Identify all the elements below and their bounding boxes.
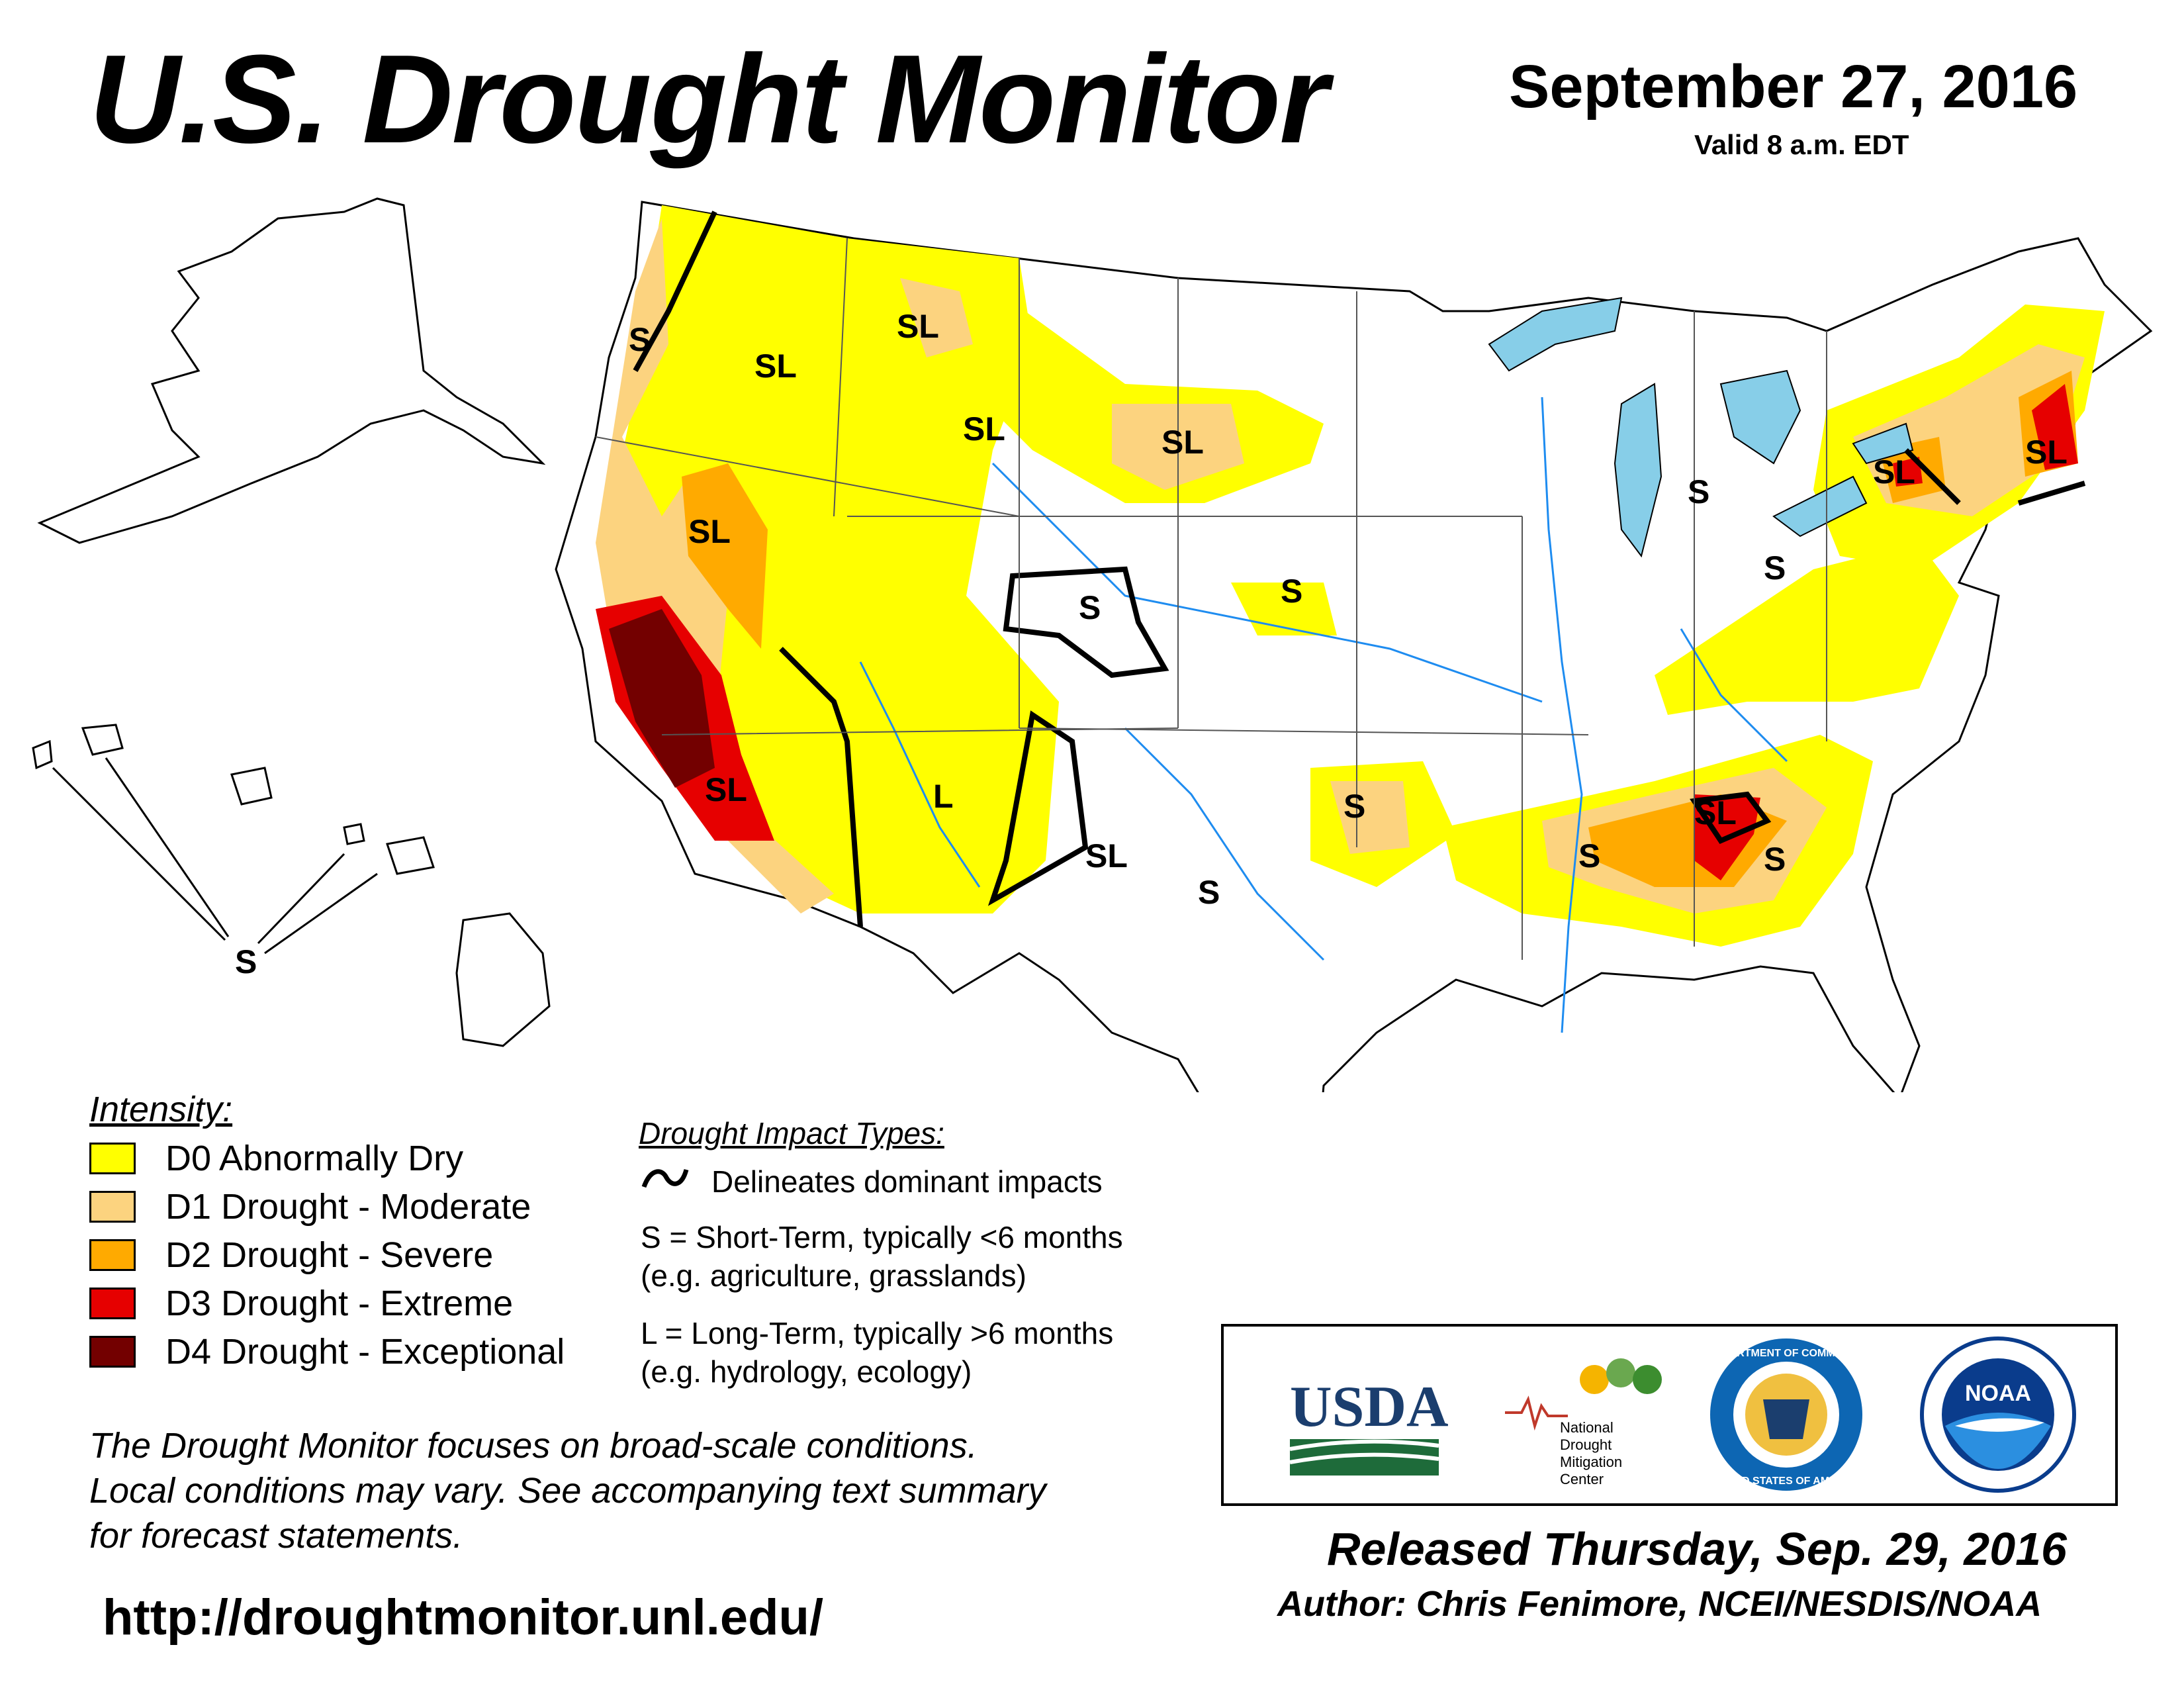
- d4-california: [609, 609, 715, 788]
- d3-northeast: [1893, 384, 2078, 487]
- map-date: September 27, 2016: [1509, 53, 2078, 120]
- author: Author: Chris Fenimore, NCEI/NESDIS/NOAA: [1277, 1584, 2042, 1624]
- commerce-seal-logo: DEPARTMENT OF COMMERCE UNITED STATES OF …: [1708, 1338, 1864, 1491]
- legend-label-d3: D3 Drought - Extreme: [165, 1284, 514, 1323]
- legend-item-d3: D3 Drought - Extreme: [89, 1284, 513, 1323]
- release-date: Released Thursday, Sep. 29, 2016: [1327, 1523, 2067, 1575]
- svg-text:DEPARTMENT OF COMMERCE: DEPARTMENT OF COMMERCE: [1708, 1348, 1864, 1359]
- agency-logos: USDA National Drought Mitigation Center …: [1221, 1324, 2118, 1506]
- hawaii-island-3: [230, 767, 273, 806]
- legend-item-d0: D0 Abnormally Dry: [89, 1139, 463, 1178]
- usda-logo: USDA: [1289, 1375, 1449, 1476]
- legend-item-d1: D1 Drought - Moderate: [89, 1187, 531, 1227]
- drought-monitor-link[interactable]: http://droughtmonitor.unl.edu/: [103, 1589, 824, 1646]
- ndmc-logo: National Drought Mitigation Center: [1505, 1358, 1662, 1487]
- svg-text:UNITED STATES OF AMERICA: UNITED STATES OF AMERICA: [1710, 1476, 1862, 1487]
- label-az-l: L: [933, 778, 954, 815]
- label-ne-s: S: [1281, 573, 1302, 610]
- d1-oklahoma: [1330, 781, 1410, 854]
- label-or-s: S: [629, 321, 651, 358]
- label-wy-sl: SL: [963, 410, 1005, 447]
- impact-title: Drought Impact Types:: [639, 1116, 944, 1150]
- legend-title: Intensity:: [89, 1090, 233, 1129]
- impact-long-line1: L = Long-Term, typically >6 months: [641, 1316, 1114, 1350]
- hawaii-island-4: [343, 823, 365, 845]
- legend-label-d4: D4 Drought - Exceptional: [165, 1332, 565, 1372]
- impact-short-line2: (e.g. agriculture, grasslands): [641, 1258, 1026, 1293]
- logos-svg: USDA National Drought Mitigation Center …: [1289, 1336, 2076, 1493]
- state-boundaries: [595, 238, 1827, 960]
- legend-item-d2: D2 Drought - Severe: [89, 1235, 493, 1275]
- delineation-line-icon: [641, 1168, 689, 1188]
- disclaimer-note: The Drought Monitor focuses on broad-sca…: [89, 1423, 1214, 1558]
- note-line-3: for forecast statements.: [89, 1516, 463, 1556]
- map-title: U.S. Drought Monitor: [89, 29, 1328, 169]
- drought-map: S SL SL SL SL SL S S SL L SL S S S SL S …: [32, 197, 2153, 1092]
- legend-swatch-d2: [89, 1239, 136, 1271]
- d0-ohio-valley: [1655, 543, 1959, 715]
- svg-text:Mitigation: Mitigation: [1560, 1454, 1622, 1470]
- great-lakes: [1488, 297, 1914, 558]
- label-nv-sl: SL: [688, 513, 731, 550]
- label-mi-s: S: [1688, 473, 1709, 510]
- valid-time: Valid 8 a.m. EDT: [1694, 129, 1909, 160]
- label-nm-sl: SL: [1085, 837, 1128, 874]
- d2-nevada: [682, 463, 768, 649]
- svg-text:National: National: [1560, 1419, 1614, 1436]
- legend-label-d2: D2 Drought - Severe: [165, 1235, 494, 1275]
- label-ok-s: S: [1343, 788, 1365, 825]
- hawaii-island-big: [455, 912, 551, 1047]
- svg-text:Center: Center: [1560, 1471, 1604, 1487]
- impact-lines: [633, 211, 2086, 927]
- label-ca-sl: SL: [705, 771, 747, 808]
- label-co-s: S: [1079, 589, 1101, 626]
- alaska-outline: [37, 197, 546, 544]
- svg-text:Drought: Drought: [1560, 1436, 1612, 1453]
- impact-delineates: Delineates dominant impacts: [711, 1164, 1103, 1199]
- label-ga-s: S: [1764, 841, 1786, 878]
- hawaii-island-2: [81, 724, 124, 756]
- label-tn-sl: SL: [1694, 794, 1737, 831]
- hawaii-island-1: [32, 739, 53, 770]
- d1-montana-dakota: [900, 278, 1244, 490]
- label-tx-s: S: [1198, 874, 1220, 911]
- svg-text:NOAA: NOAA: [1965, 1381, 2031, 1406]
- hawaii-island-5: [386, 836, 435, 875]
- legend-swatch-d3: [89, 1288, 136, 1319]
- legend-label-d0: D0 Abnormally Dry: [165, 1139, 464, 1178]
- legend-label-d1: D1 Drought - Moderate: [165, 1187, 531, 1227]
- noaa-logo: NOAA: [1920, 1336, 2076, 1493]
- label-oh-s: S: [1764, 549, 1786, 586]
- legend-item-d4: D4 Drought - Exceptional: [89, 1332, 565, 1372]
- label-sd-sl: SL: [1161, 424, 1204, 461]
- hawaii-leaders: [52, 757, 378, 955]
- impact-long-line2: (e.g. hydrology, ecology): [641, 1354, 972, 1389]
- impact-short-line1: S = Short-Term, typically <6 months: [641, 1220, 1123, 1254]
- note-line-1: The Drought Monitor focuses on broad-sca…: [89, 1426, 978, 1466]
- legend-swatch-d1: [89, 1191, 136, 1223]
- svg-text:USDA: USDA: [1290, 1375, 1449, 1439]
- label-ne-sl: SL: [2025, 434, 2068, 471]
- note-line-2: Local conditions may vary. See accompany…: [89, 1471, 1046, 1511]
- legend-swatch-d4: [89, 1336, 136, 1368]
- label-ny-sl: SL: [1873, 453, 1915, 491]
- label-hi-s: S: [235, 943, 257, 980]
- legend-swatch-d0: [89, 1143, 136, 1174]
- label-mt-w-sl: SL: [897, 308, 939, 345]
- label-or-sl: SL: [754, 348, 797, 385]
- label-ms-s: S: [1578, 837, 1600, 874]
- rivers: [859, 397, 1788, 1033]
